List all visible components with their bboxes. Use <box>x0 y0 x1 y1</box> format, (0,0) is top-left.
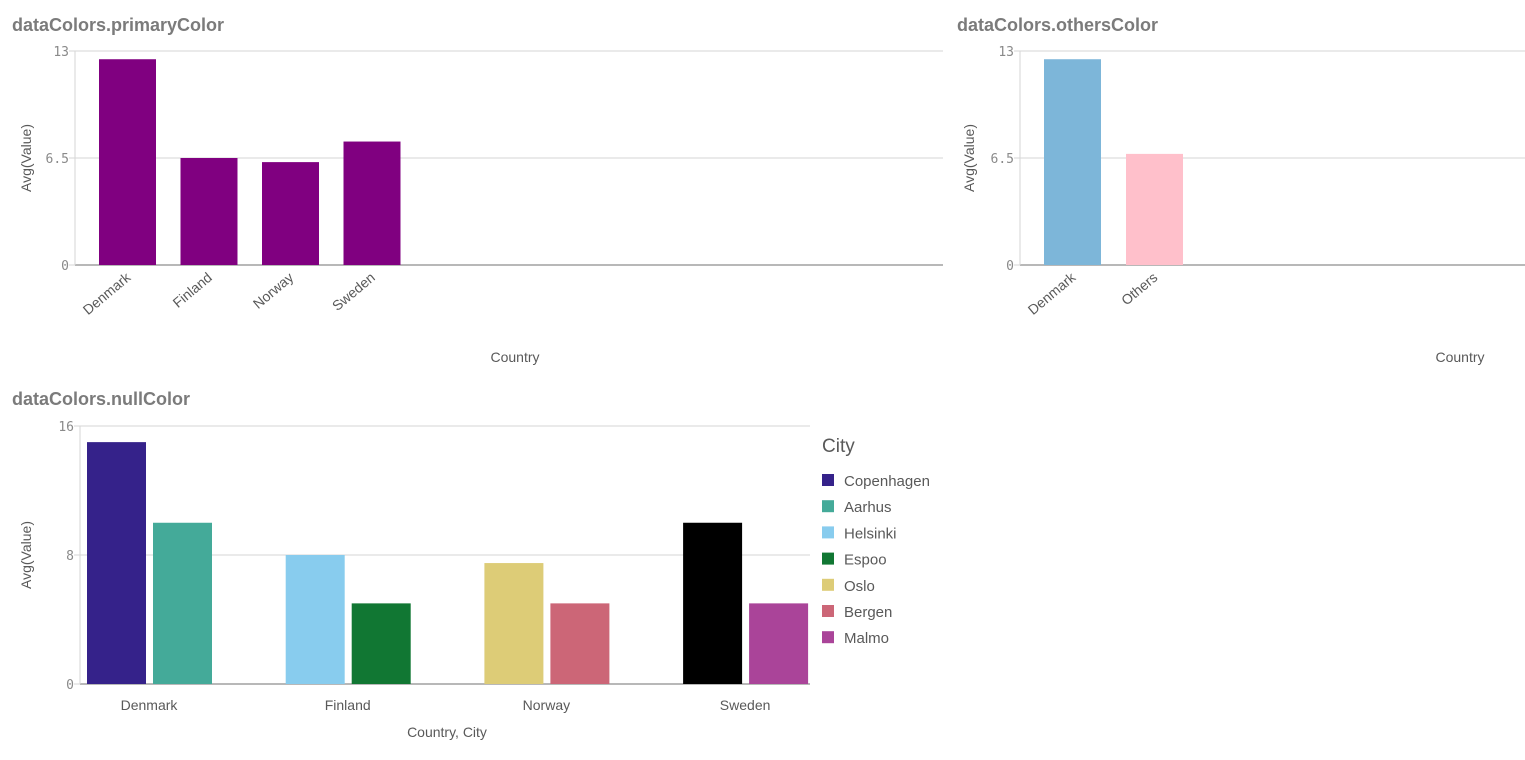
bar-bergen <box>550 603 610 684</box>
bar-sweden <box>343 141 401 265</box>
x-tick-label: Norway <box>250 269 297 312</box>
x-tick-label: Denmark <box>121 697 179 713</box>
y-tick-label: 0 <box>61 259 69 274</box>
x-tick-label: Finland <box>325 697 371 713</box>
legend-item-label: Bergen <box>844 604 892 621</box>
bar-others <box>1126 153 1183 265</box>
x-axis-title: Country, City <box>407 724 487 740</box>
y-tick-label: 6.5 <box>46 152 69 167</box>
x-tick-label: Norway <box>523 697 570 713</box>
bar-null <box>683 522 743 684</box>
y-axis-title: Avg(Value) <box>961 124 977 192</box>
bar-aarhus <box>153 522 212 684</box>
y-tick-label: 13 <box>53 45 69 60</box>
legend-swatch <box>822 552 834 565</box>
y-tick-label: 13 <box>998 45 1014 60</box>
y-tick-label: 8 <box>66 549 74 564</box>
legend-item-label: Oslo <box>844 578 875 595</box>
x-tick-label: Denmark <box>80 268 135 317</box>
legend-item-label: Copenhagen <box>844 473 930 490</box>
legend-swatch <box>822 605 834 617</box>
bar-finland <box>180 158 238 265</box>
legend-item-label: Helsinki <box>844 525 897 542</box>
legend-title: City <box>822 436 855 457</box>
x-tick-label: Finland <box>169 269 214 311</box>
x-axis-title: Country <box>490 349 539 365</box>
bar-espoo <box>351 603 411 684</box>
y-axis-title: Avg(Value) <box>18 124 34 192</box>
y-tick-label: 0 <box>66 678 74 693</box>
y-tick-label: 0 <box>1006 259 1014 274</box>
legend-swatch <box>822 500 834 513</box>
bar-denmark <box>99 59 156 265</box>
chart-title-others: dataColors.othersColor <box>957 15 1159 35</box>
legend-item-label: Malmo <box>844 630 889 647</box>
bar-denmark <box>1044 59 1101 265</box>
legend-swatch <box>822 526 834 539</box>
bar-norway <box>262 162 319 265</box>
bar-copenhagen <box>87 442 146 684</box>
x-tick-label: Sweden <box>329 269 378 314</box>
y-axis-title: Avg(Value) <box>18 521 34 589</box>
x-tick-label: Others <box>1118 269 1160 308</box>
x-axis-title: Country <box>1435 349 1484 365</box>
legend-swatch <box>822 474 834 486</box>
legend-item-label: Aarhus <box>844 499 892 516</box>
x-tick-label: Denmark <box>1025 268 1080 317</box>
legend-swatch <box>822 631 834 644</box>
chart-title-primary: dataColors.primaryColor <box>12 15 225 35</box>
legend-swatch <box>822 578 834 591</box>
x-tick-label: Sweden <box>720 697 771 713</box>
bar-oslo <box>484 563 544 684</box>
y-tick-label: 16 <box>58 420 74 435</box>
chart-title-null: dataColors.nullColor <box>12 389 191 409</box>
bar-helsinki <box>285 555 345 684</box>
y-tick-label: 6.5 <box>991 152 1014 167</box>
bar-malmo <box>749 603 809 684</box>
legend-item-label: Espoo <box>844 552 887 569</box>
